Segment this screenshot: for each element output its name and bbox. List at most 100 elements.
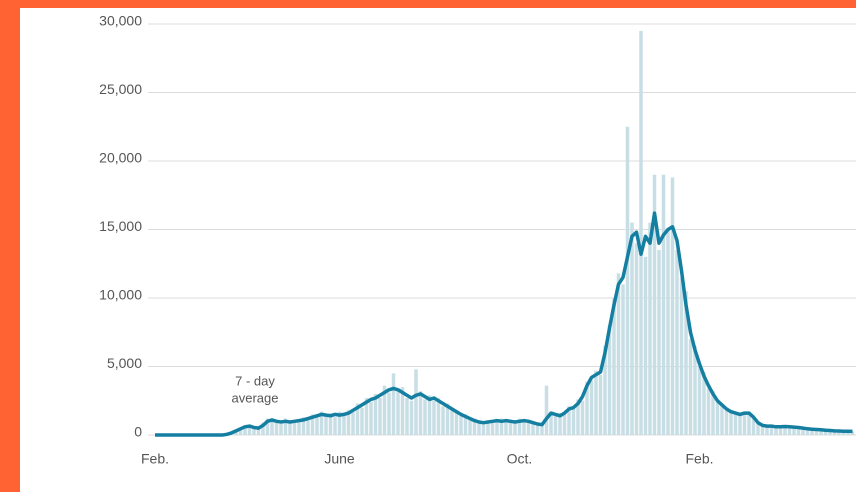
bar	[522, 422, 526, 435]
bar	[337, 411, 342, 435]
bar	[292, 419, 297, 435]
bar	[648, 222, 652, 435]
bar	[387, 392, 391, 435]
bar	[360, 407, 364, 435]
bar	[819, 429, 823, 435]
bar	[256, 426, 261, 435]
bar	[540, 425, 544, 435]
bar	[324, 415, 328, 435]
y-tick-label: 30,000	[99, 13, 142, 29]
bar	[468, 419, 472, 435]
bar	[445, 403, 450, 435]
bar	[549, 411, 553, 435]
bar	[544, 385, 549, 435]
x-tick-label: Feb.	[685, 451, 713, 467]
bar	[724, 410, 729, 435]
y-tick-label: 5,000	[107, 355, 142, 371]
y-tick-label: 25,000	[99, 81, 142, 97]
bar	[643, 256, 648, 435]
bar	[355, 403, 360, 435]
bar	[639, 30, 643, 435]
bar	[517, 418, 522, 435]
bar	[688, 339, 693, 435]
bar	[418, 391, 423, 435]
bar	[630, 222, 634, 435]
bar	[252, 428, 256, 435]
bar	[747, 411, 751, 435]
bar	[675, 250, 679, 435]
bar	[499, 418, 504, 435]
bar	[490, 419, 495, 435]
bar	[328, 413, 333, 435]
bar	[594, 370, 598, 435]
y-tick-label: 15,000	[99, 218, 142, 234]
bar	[828, 430, 832, 435]
bar	[805, 429, 810, 435]
average-line	[155, 211, 853, 437]
bar	[715, 402, 720, 435]
bar	[765, 425, 769, 435]
bar	[427, 395, 432, 435]
bar	[684, 291, 688, 435]
bar	[567, 406, 571, 435]
x-tick-label: Feb.	[141, 451, 169, 467]
annotation: 7 - day	[235, 373, 275, 388]
bar	[603, 345, 607, 435]
bar	[720, 403, 724, 435]
bar	[391, 373, 396, 435]
bar	[652, 174, 657, 435]
bar	[265, 418, 270, 435]
bar	[481, 421, 486, 435]
bar	[783, 426, 787, 435]
bar	[769, 426, 774, 435]
bar	[238, 428, 243, 435]
y-tick-label: 20,000	[99, 150, 142, 166]
bar	[315, 417, 319, 435]
annotation: average	[232, 390, 279, 405]
bar	[787, 426, 792, 435]
bar	[814, 429, 819, 435]
bar	[580, 400, 585, 435]
bar	[666, 229, 670, 435]
bar	[760, 425, 765, 435]
bar	[612, 298, 616, 435]
bar	[634, 243, 639, 435]
bar	[436, 398, 441, 435]
bar	[661, 174, 666, 435]
x-tick-label: June	[324, 451, 355, 467]
bar	[751, 418, 756, 435]
bar	[495, 421, 499, 435]
bar	[283, 418, 288, 435]
left-border	[0, 0, 20, 492]
bar	[558, 413, 562, 435]
bar	[598, 374, 603, 435]
bar	[508, 419, 513, 435]
bar	[810, 428, 814, 435]
bar	[616, 273, 621, 435]
bar	[774, 426, 778, 435]
bar	[400, 387, 405, 435]
bar	[513, 421, 517, 435]
bar	[850, 431, 855, 435]
bar	[801, 427, 805, 435]
bar	[562, 414, 567, 435]
bar	[297, 421, 301, 435]
bar	[351, 411, 355, 435]
bar	[373, 393, 378, 435]
bar	[346, 410, 351, 435]
bar	[261, 422, 265, 435]
bar	[450, 410, 454, 435]
bar	[459, 415, 463, 435]
bar	[382, 385, 387, 435]
y-tick-label: 10,000	[99, 287, 142, 303]
bar	[670, 177, 675, 435]
bar	[841, 431, 846, 435]
y-tick-label: 0	[134, 424, 142, 440]
bar	[553, 415, 558, 435]
bar	[306, 419, 310, 435]
bar	[679, 277, 684, 435]
x-tick-label: Oct.	[507, 451, 533, 467]
bar	[711, 391, 715, 435]
bar	[301, 417, 306, 435]
